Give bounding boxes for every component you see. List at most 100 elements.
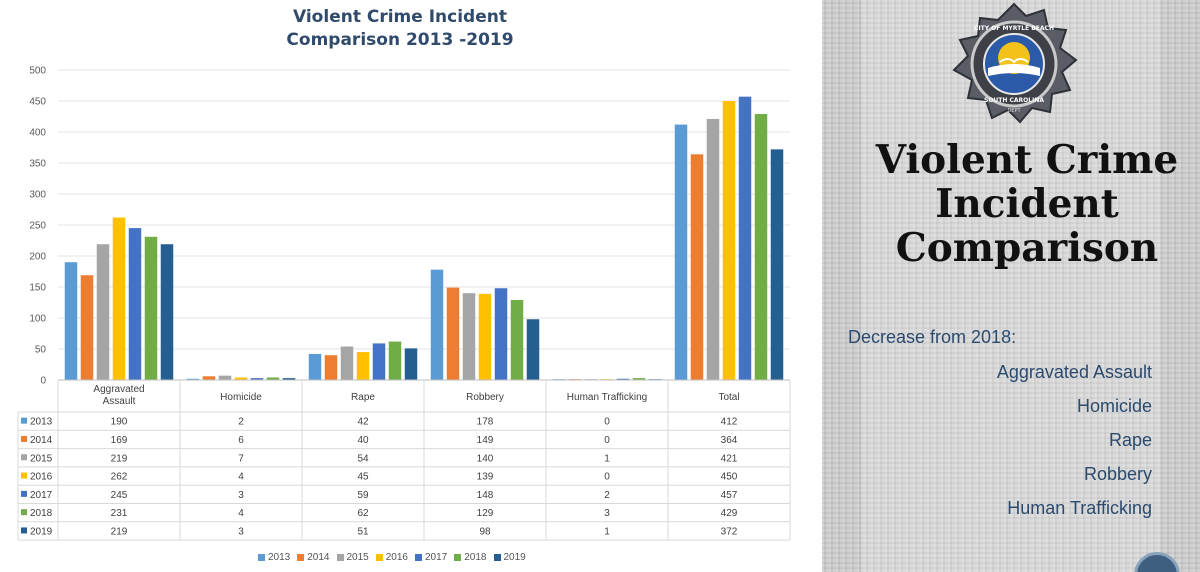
bar-2018-2 [388,341,402,380]
bar-2019-5 [770,149,784,380]
bar-2016-0 [112,217,126,380]
bar-2015-2 [340,346,354,380]
table-cell: 178 [477,417,494,428]
legend-label: 2017 [425,551,448,563]
bar-2017-5 [738,96,752,380]
table-series-swatch [21,417,27,424]
table-cell: 412 [721,417,738,428]
category-label: Assault [103,396,136,407]
bar-2017-4 [616,378,630,380]
category-label: Rape [351,392,375,403]
table-cell: 245 [111,490,128,501]
table-cell: 4 [238,472,244,483]
table-cell: 169 [111,435,128,446]
table-series-name: 2016 [30,472,53,483]
y-tick-label: 400 [29,128,46,139]
legend-swatch [297,553,305,561]
table-cell: 429 [721,508,738,519]
table-cell: 6 [238,435,244,446]
table-series-swatch [21,527,27,534]
bar-2013-2 [308,353,322,380]
legend-swatch [336,553,344,561]
category-label: Aggravated [93,384,144,395]
table-cell: 1 [604,453,610,464]
y-tick-label: 300 [29,190,46,201]
bar-2015-3 [462,293,476,380]
bar-2017-0 [128,228,142,380]
bar-2019-2 [404,348,418,380]
chart-title-line-2: Comparison 2013 -2019 [286,30,514,50]
category-label: Homicide [220,392,262,403]
bar-2017-3 [494,288,508,380]
table-series-swatch [21,472,27,479]
table-series-name: 2017 [30,490,53,501]
table-series-swatch [21,435,27,442]
y-tick-label: 250 [29,221,46,232]
table-cell: 231 [111,508,128,519]
legend-item-2014: 2014 [297,551,330,563]
table-cell: 54 [357,453,369,464]
legend-swatch [258,553,265,561]
chart-title: Violent Crime Incident Comparison 2013 -… [250,6,550,52]
table-cell: 40 [357,435,369,446]
bar-2016-3 [478,293,492,380]
badge-dept-text: DEPT [1007,108,1021,114]
table-cell: 219 [111,526,128,537]
decrease-title: Decrease from 2018: [848,327,1017,347]
table-cell: 4 [238,508,244,519]
legend-swatch [375,553,383,561]
legend-label: 2018 [464,551,487,563]
y-tick-label: 450 [29,97,46,108]
bar-2017-2 [372,343,386,380]
chart-legend: 2013 2014 2015 2016 2017 2018 2019 [258,550,526,564]
table-series-name: 2019 [30,526,53,537]
police-badge-icon: CITY OF MYRTLE BEACH SOUTH CAROLINA DEPT [952,2,1078,124]
badge-top-text: CITY OF MYRTLE BEACH [974,25,1054,32]
bar-2018-4 [632,378,646,380]
table-cell: 7 [238,453,244,464]
table-cell: 364 [721,435,738,446]
table-cell: 148 [477,490,494,501]
bar-2016-5 [722,101,736,380]
bar-2015-5 [706,118,720,380]
table-series-name: 2014 [30,435,53,446]
bar-chart-svg: 050100150200250300350400450500Aggravated… [17,66,791,541]
bar-2019-0 [160,244,174,380]
table-series-name: 2015 [30,453,53,464]
decrease-list: Aggravated Assault Homicide Rape Robbery… [997,359,1152,529]
y-tick-label: 50 [35,345,47,356]
table-cell: 421 [721,453,738,464]
legend-item-2016: 2016 [375,552,408,563]
y-tick-label: 100 [29,314,46,325]
chart-area: Violent Crime Incident Comparison 2013 -… [17,6,791,564]
legend-item-2017: 2017 [415,552,447,563]
y-tick-label: 0 [40,376,46,387]
legend-item-2018: 2018 [454,551,487,563]
decrease-item-rape: Rape [1108,430,1152,450]
table-cell: 129 [477,508,494,519]
table-series-swatch [21,454,27,461]
table-cell: 0 [604,472,610,483]
bar-2018-3 [510,300,524,380]
table-cell: 2 [238,417,244,428]
bar-2018-1 [266,377,280,380]
slide-heading: Violent Crime Incident Comparison [875,137,1179,271]
table-cell: 42 [357,417,369,428]
table-cell: 2 [604,490,610,501]
bar-2014-5 [690,154,704,380]
table-cell: 45 [357,472,369,483]
table-cell: 190 [111,417,128,428]
table-series-swatch [21,490,27,497]
bar-2014-2 [324,355,338,380]
table-cell: 457 [721,490,738,501]
table-cell: 149 [477,435,494,446]
bar-2017-1 [250,378,264,380]
table-cell: 140 [477,453,494,464]
y-tick-label: 150 [29,283,46,294]
title-panel: CITY OF MYRTLE BEACH SOUTH CAROLINA DEPT… [822,0,1200,572]
legend-label: 2014 [307,551,330,563]
table-cell: 0 [604,435,610,446]
legend-label: 2015 [346,551,369,563]
bar-2013-1 [186,378,200,380]
table-cell: 3 [604,508,610,519]
